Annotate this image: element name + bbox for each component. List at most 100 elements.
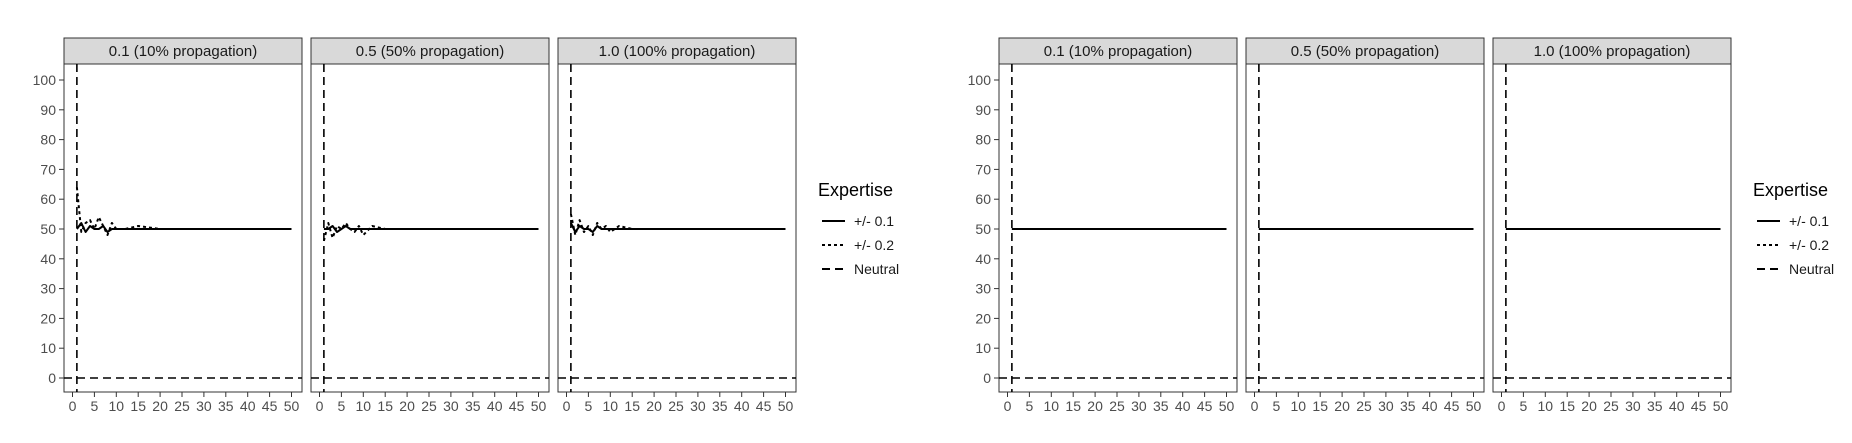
x-tick-label: 35	[1400, 398, 1416, 414]
x-tick-label: 35	[712, 398, 728, 414]
x-tick-label: 25	[1356, 398, 1372, 414]
facet-strip-label: 0.5 (50% propagation)	[356, 43, 504, 60]
legend-title: Expertise	[818, 180, 893, 200]
y-tick-label: 10	[975, 340, 991, 356]
y-tick-label: 70	[40, 161, 56, 177]
facet-2: 0.5 (50% propagation) 0 5 10 15 20 25 30 35 40 45 5…	[1245, 37, 1485, 414]
y-tick-label: 40	[975, 251, 991, 267]
x-tick-label: 40	[240, 398, 256, 414]
y-tick-label: 20	[975, 310, 991, 326]
legend-label: Neutral	[1789, 261, 1834, 277]
x-tick-label: 10	[356, 398, 372, 414]
y-tick-label: 90	[40, 102, 56, 118]
x-tick-label: 30	[1625, 398, 1641, 414]
x-tick-label: 45	[1197, 398, 1213, 414]
x-tick-label: 10	[1538, 398, 1554, 414]
y-tick-label: 70	[975, 161, 991, 177]
x-tick-label: 40	[1175, 398, 1191, 414]
x-tick-label: 45	[1691, 398, 1707, 414]
series-line-pm01	[323, 225, 539, 233]
x-tick-label: 0	[1251, 398, 1259, 414]
x-tick-label: 25	[1603, 398, 1619, 414]
x-tick-label: 25	[174, 398, 190, 414]
y-tick-label: 30	[40, 281, 56, 297]
x-tick-label: 15	[377, 398, 393, 414]
x-tick-label: 20	[152, 398, 168, 414]
x-tick-label: 10	[603, 398, 619, 414]
x-tick-label: 35	[218, 398, 234, 414]
facet-3: 1.0 (100% propagation) 0 5 10 15 20 25 30 35 40 45…	[1492, 37, 1732, 414]
x-tick-label: 40	[734, 398, 750, 414]
x-tick-label: 30	[690, 398, 706, 414]
x-tick-label: 5	[1520, 398, 1528, 414]
facet-strip-label: 0.1 (10% propagation)	[1044, 43, 1192, 60]
y-tick-label: 10	[40, 340, 56, 356]
y-tick-label: 20	[40, 310, 56, 326]
x-tick-label: 35	[465, 398, 481, 414]
x-tick-label: 40	[1422, 398, 1438, 414]
x-tick-label: 50	[531, 398, 547, 414]
x-tick-label: 20	[1087, 398, 1103, 414]
legend-label: Neutral	[854, 261, 899, 277]
x-tick-label: 25	[421, 398, 437, 414]
x-tick-label: 20	[1334, 398, 1350, 414]
x-tick-label: 30	[1378, 398, 1394, 414]
x-tick-label: 0	[1498, 398, 1506, 414]
legend: Expertise +/- 0.1 +/- 0.2 Neutral	[1753, 180, 1834, 277]
y-tick-label: 100	[33, 72, 57, 88]
x-tick-label: 10	[1044, 398, 1060, 414]
x-tick-label: 50	[1713, 398, 1729, 414]
x-tick-label: 25	[668, 398, 684, 414]
x-tick-label: 5	[91, 398, 99, 414]
facet-strip-label: 0.1 (10% propagation)	[109, 43, 257, 60]
facet-strip	[310, 37, 550, 65]
x-tick-label: 30	[443, 398, 459, 414]
x-tick-label: 40	[487, 398, 503, 414]
y-tick-label: 40	[40, 251, 56, 267]
x-tick-label: 50	[284, 398, 300, 414]
y-tick-label: 30	[975, 281, 991, 297]
facet-3: 1.0 (100% propagation) 0 5 10 15 20 25 30 35 40 45…	[557, 37, 797, 414]
x-tick-label: 10	[109, 398, 125, 414]
y-tick-label: 0	[48, 370, 56, 386]
y-tick-label: 100	[968, 72, 992, 88]
x-tick-label: 35	[1647, 398, 1663, 414]
facet-strip-label: 0.5 (50% propagation)	[1291, 43, 1439, 60]
y-tick-label: 0	[983, 370, 991, 386]
facet-strip-label: 1.0 (100% propagation)	[1534, 43, 1691, 60]
series-line-pm02	[75, 187, 292, 236]
y-tick-label: 80	[975, 132, 991, 148]
x-tick-label: 45	[509, 398, 525, 414]
y-tick-label: 60	[40, 191, 56, 207]
x-tick-label: 20	[1581, 398, 1597, 414]
series-line-pm02	[569, 213, 786, 236]
facet-strip	[998, 37, 1238, 65]
x-tick-label: 35	[1153, 398, 1169, 414]
legend-label: +/- 0.1	[854, 213, 894, 229]
legend: Expertise +/- 0.1 +/- 0.2 Neutral	[818, 180, 899, 277]
facet-strip-label: 1.0 (100% propagation)	[599, 43, 756, 60]
facet-2: 0.5 (50% propagation) 0 5 10 15 20 25 30 35 40 45 5…	[310, 37, 550, 414]
facet-strip	[557, 37, 797, 65]
x-tick-label: 15	[130, 398, 146, 414]
facet-1: 0.1 (10% propagation) 0 5 10 15 20 25 30 35 40 45 5…	[998, 37, 1238, 414]
y-tick-label: 50	[40, 221, 56, 237]
x-tick-label: 15	[1065, 398, 1081, 414]
x-tick-label: 20	[646, 398, 662, 414]
x-tick-label: 40	[1669, 398, 1685, 414]
x-tick-label: 10	[1291, 398, 1307, 414]
y-tick-label: 50	[975, 221, 991, 237]
y-tick-label: 90	[975, 102, 991, 118]
x-tick-label: 5	[585, 398, 593, 414]
facet-strip	[63, 37, 303, 65]
facet-1: 0.1 (10% propagation) 0 5 10 15 20 25 30 35 40 45 5…	[63, 37, 303, 414]
x-tick-label: 50	[1219, 398, 1235, 414]
x-tick-label: 30	[196, 398, 212, 414]
x-tick-label: 15	[1559, 398, 1575, 414]
x-tick-label: 5	[338, 398, 346, 414]
x-tick-label: 0	[316, 398, 324, 414]
legend-label: +/- 0.2	[1789, 237, 1829, 253]
